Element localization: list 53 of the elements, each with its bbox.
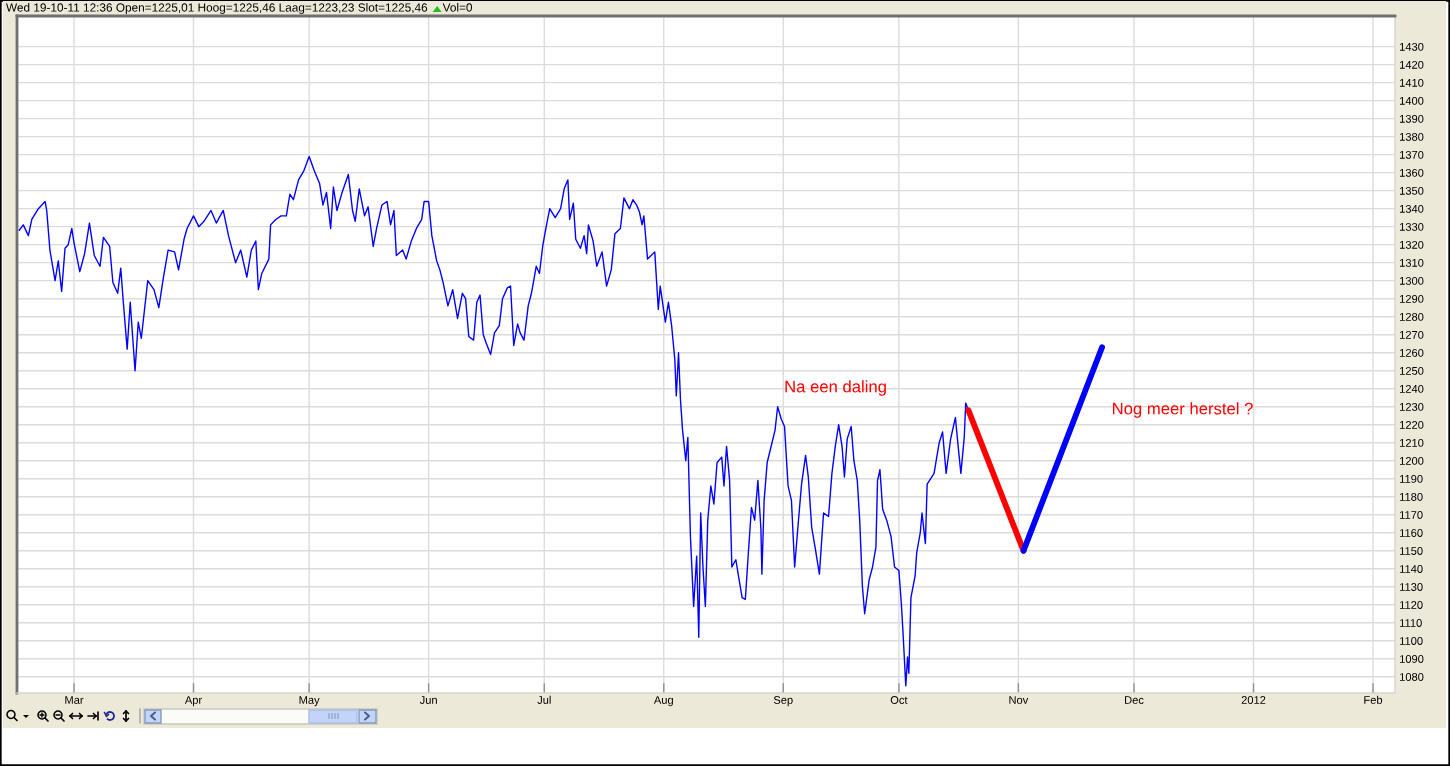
y-tick-label: 1350 — [1400, 186, 1424, 195]
x-tick-label: Mar — [65, 696, 84, 704]
annotation: Nog meer herstel ? — [1113, 402, 1253, 418]
y-tick-label: 1210 — [1400, 438, 1424, 447]
y-tick-label: 1090 — [1400, 655, 1424, 663]
y-tick-label: 1120 — [1400, 601, 1423, 609]
y-tick-label: 1320 — [1400, 240, 1424, 249]
y-tick-label: 1270 — [1400, 330, 1424, 339]
y-tick-label: 1360 — [1400, 168, 1424, 177]
y-tick-label: 1280 — [1400, 312, 1424, 321]
y-tick-label: 1340 — [1400, 204, 1424, 213]
y-tick-label: 1160 — [1400, 529, 1423, 537]
y-tick-label: 1250 — [1400, 366, 1424, 375]
x-tick-label: May — [299, 696, 320, 707]
y-tick-label: 1200 — [1400, 457, 1424, 465]
x-tick-label: 2012 — [1241, 696, 1266, 704]
x-tick-label: Jun — [419, 696, 437, 704]
line-series — [18, 155, 970, 687]
y-tick-label: 1380 — [1400, 132, 1424, 141]
y-tick-label: 1110 — [1400, 619, 1422, 627]
y-tick-label: 1400 — [1400, 96, 1424, 105]
y-tick-label: 1290 — [1400, 294, 1424, 303]
y-tick-label: 1390 — [1400, 114, 1424, 123]
text: Wed 19-10-11 12:36 Open=1225,01 Hoog=1225,46 Laag=1223,23 Slot=1225,46 — [6, 3, 428, 14]
y-tick-label: 1230 — [1400, 402, 1424, 411]
annotation: Na een daling — [785, 380, 886, 396]
y-tick-label: 1220 — [1400, 420, 1424, 429]
y-tick-label: 1080 — [1400, 673, 1424, 681]
y-tick-label: 1430 — [1400, 42, 1424, 51]
y-tick-label: 1260 — [1400, 348, 1424, 357]
y-tick-label: 1130 — [1400, 583, 1423, 591]
y-tick-label: 1190 — [1400, 475, 1423, 483]
y-tick-label: 1100 — [1400, 637, 1423, 645]
x-tick-label: Dec — [1125, 696, 1144, 704]
y-tick-label: 1370 — [1400, 150, 1424, 159]
y-tick-label: 1180 — [1400, 493, 1423, 501]
text: Vol=0 — [442, 3, 473, 12]
y-tick-label: 1310 — [1400, 258, 1424, 267]
x-tick-label: Feb — [1364, 695, 1383, 704]
y-tick-label: 1420 — [1400, 60, 1424, 69]
y-tick-label: 1240 — [1400, 384, 1424, 393]
y-tick-label: 1330 — [1400, 222, 1424, 231]
x-tick-label: Oct — [890, 696, 908, 704]
x-tick-label: Apr — [184, 696, 202, 707]
y-tick-label: 1150 — [1400, 547, 1423, 555]
x-tick-label: Nov — [1009, 696, 1029, 704]
y-tick-label: 1170 — [1400, 511, 1423, 519]
y-tick-label: 1140 — [1400, 565, 1423, 573]
y-tick-label: 1300 — [1400, 276, 1424, 285]
x-tick-label: Aug — [653, 696, 673, 707]
x-tick-label: Jul — [537, 695, 551, 704]
y-tick-label: 1410 — [1400, 78, 1424, 87]
x-tick-label: Sep — [773, 696, 793, 707]
